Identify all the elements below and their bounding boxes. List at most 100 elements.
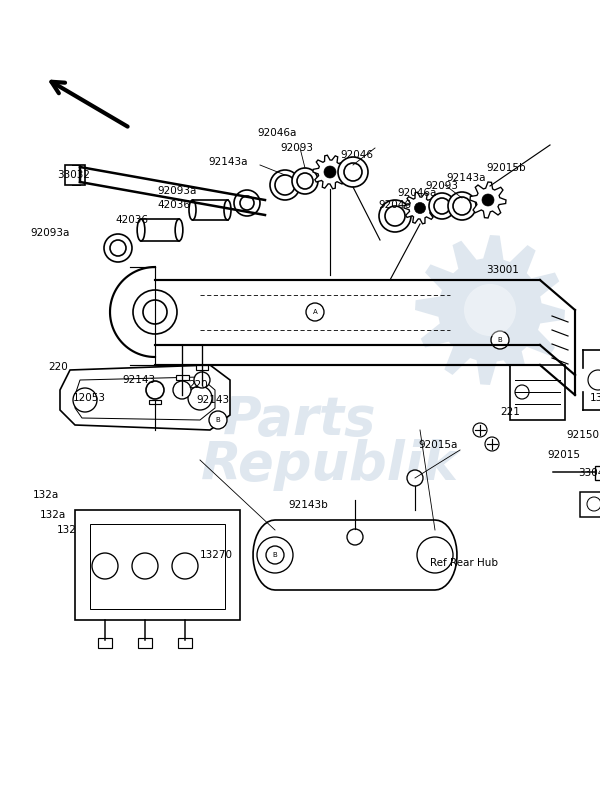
Circle shape: [92, 553, 118, 579]
Bar: [510, 365, 565, 420]
Ellipse shape: [175, 219, 183, 241]
Text: Ref Rear Hub: Ref Rear Hub: [430, 558, 498, 568]
Circle shape: [415, 203, 425, 214]
Circle shape: [173, 381, 191, 399]
Circle shape: [146, 381, 164, 399]
Circle shape: [292, 168, 318, 194]
Text: 92015a: 92015a: [418, 440, 457, 450]
Circle shape: [491, 331, 509, 349]
Text: 92046: 92046: [340, 150, 373, 160]
Polygon shape: [60, 365, 230, 430]
Circle shape: [338, 157, 368, 187]
Circle shape: [344, 163, 362, 181]
Circle shape: [275, 175, 295, 195]
Circle shape: [482, 194, 494, 206]
Text: 33032: 33032: [57, 170, 90, 180]
Text: 92093: 92093: [280, 143, 313, 153]
Text: B: B: [497, 337, 502, 343]
Polygon shape: [253, 520, 457, 590]
Text: A: A: [313, 309, 317, 315]
Bar: [580, 492, 600, 517]
Circle shape: [325, 167, 335, 177]
Text: 13270a: 13270a: [590, 393, 600, 403]
Circle shape: [417, 537, 453, 573]
Circle shape: [209, 411, 227, 429]
Circle shape: [515, 385, 529, 399]
Circle shape: [434, 198, 450, 214]
Circle shape: [473, 423, 487, 437]
Circle shape: [266, 546, 284, 564]
Text: 92150: 92150: [566, 430, 599, 440]
Ellipse shape: [224, 200, 231, 220]
Circle shape: [448, 192, 476, 220]
Circle shape: [257, 537, 293, 573]
Circle shape: [483, 195, 493, 205]
Polygon shape: [470, 182, 506, 218]
Bar: [149, 400, 161, 404]
Text: 220: 220: [188, 380, 208, 390]
Circle shape: [587, 497, 600, 511]
Circle shape: [143, 300, 167, 324]
Text: 132a: 132a: [40, 510, 66, 520]
Circle shape: [297, 173, 313, 189]
Text: 12053: 12053: [73, 393, 106, 403]
Polygon shape: [415, 235, 565, 385]
Text: 92143b: 92143b: [288, 500, 328, 510]
Circle shape: [172, 553, 198, 579]
Text: 42036: 42036: [115, 215, 148, 225]
Text: Parts: Parts: [223, 394, 377, 446]
Circle shape: [104, 234, 132, 262]
Text: 33001: 33001: [486, 265, 519, 275]
Text: 92046: 92046: [378, 200, 411, 210]
Circle shape: [133, 290, 177, 334]
Text: 92093a: 92093a: [157, 186, 196, 196]
Polygon shape: [404, 192, 436, 224]
Text: 92093a: 92093a: [30, 228, 70, 238]
Text: 92046a: 92046a: [397, 188, 436, 198]
Text: 33040: 33040: [578, 468, 600, 478]
Circle shape: [429, 193, 455, 219]
Circle shape: [385, 206, 405, 226]
Ellipse shape: [189, 200, 196, 220]
Bar: [595, 466, 600, 480]
Text: 132: 132: [57, 525, 77, 535]
Text: 92015b: 92015b: [486, 163, 526, 173]
Text: 92143a: 92143a: [208, 157, 248, 167]
Polygon shape: [313, 155, 347, 188]
Text: 220: 220: [48, 362, 68, 372]
Bar: [98, 638, 112, 648]
Bar: [65, 165, 85, 185]
Text: Republik: Republik: [201, 439, 459, 491]
Text: 13270: 13270: [200, 550, 233, 560]
Circle shape: [464, 284, 516, 336]
Text: B: B: [272, 552, 277, 558]
Circle shape: [407, 470, 423, 486]
Circle shape: [188, 386, 212, 410]
Circle shape: [240, 196, 254, 210]
Text: 92143: 92143: [122, 375, 155, 385]
Ellipse shape: [137, 219, 145, 241]
Bar: [196, 365, 208, 370]
Text: 92143a: 92143a: [446, 173, 485, 183]
Polygon shape: [75, 377, 215, 420]
Circle shape: [485, 437, 499, 451]
Text: B: B: [215, 417, 220, 423]
Text: 132a: 132a: [33, 490, 59, 500]
Circle shape: [306, 303, 324, 321]
Circle shape: [416, 204, 424, 212]
Circle shape: [379, 200, 411, 232]
Circle shape: [194, 372, 210, 388]
Text: 221: 221: [500, 407, 520, 417]
Bar: [178, 638, 192, 648]
Circle shape: [234, 190, 260, 216]
Circle shape: [347, 529, 363, 545]
Circle shape: [73, 388, 97, 412]
Bar: [176, 375, 189, 380]
Text: 92093: 92093: [425, 181, 458, 191]
Bar: [90, 524, 225, 609]
FancyBboxPatch shape: [193, 200, 227, 220]
Text: 92046a: 92046a: [257, 128, 296, 138]
Text: 92015: 92015: [547, 450, 580, 460]
Text: 42036: 42036: [157, 200, 190, 210]
FancyBboxPatch shape: [141, 219, 179, 241]
